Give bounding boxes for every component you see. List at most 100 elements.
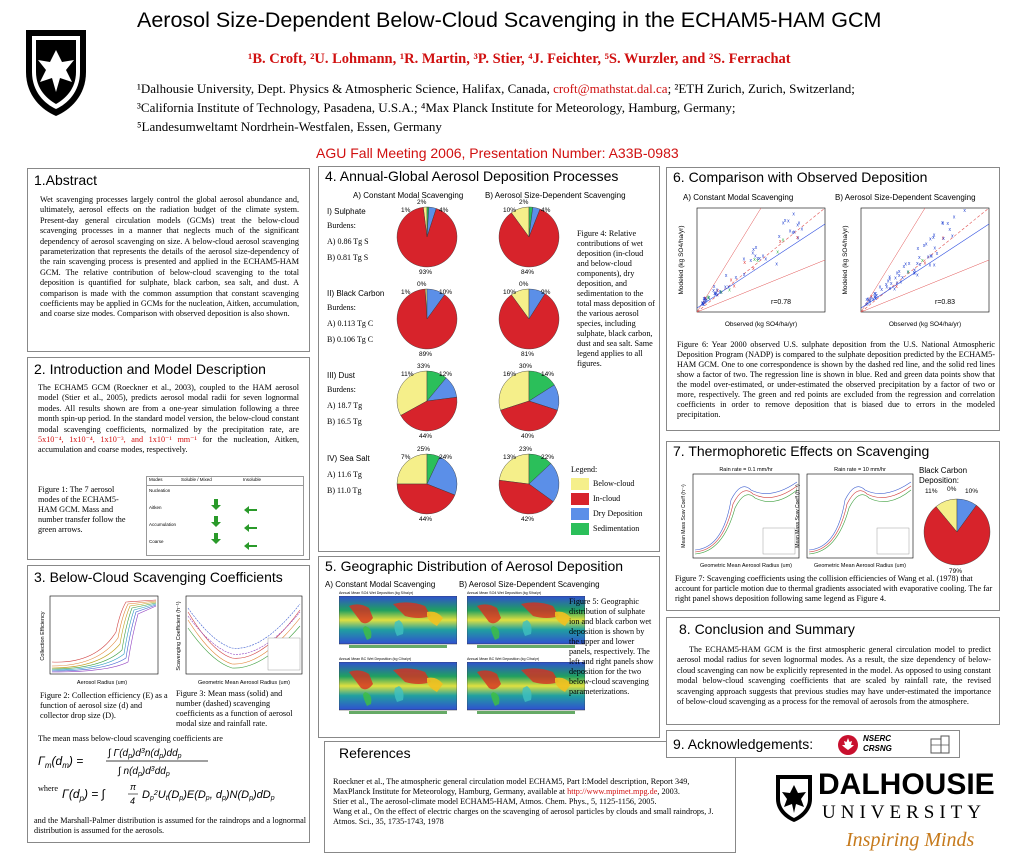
svg-text:x: x xyxy=(913,271,916,277)
svg-text:x: x xyxy=(778,234,781,240)
species-name: III) Dust xyxy=(327,371,356,380)
deposition-map: Annual Mean SO4 Wet Deposition (kg S/ha/… xyxy=(338,591,458,653)
svg-text:x: x xyxy=(898,269,901,275)
acknowledgements-panel: 9. Acknowledgements: NSERC CRSNG xyxy=(666,730,960,758)
annual-deposition-panel: 4. Annual-Global Aerosol Deposition Proc… xyxy=(318,166,660,552)
svg-text:x: x xyxy=(743,256,746,262)
conclusion-panel: 8. Conclusion and Summary The ECHAM5-HAM… xyxy=(666,617,1000,725)
comparison-panel: 6. Comparison with Observed Deposition A… xyxy=(666,167,1000,431)
svg-text:Dp2Ut(Dp)E(Dp, dp)N(Dp)dDp: Dp2Ut(Dp)E(Dp, dp)N(Dp)dDp xyxy=(142,789,275,802)
pie-label: 84% xyxy=(521,269,535,276)
pie-label: 16% xyxy=(503,371,517,378)
pie-slice xyxy=(396,288,458,350)
equation-intro: The mean mass below-cloud scavenging coe… xyxy=(38,734,223,743)
pie-label: 40% xyxy=(521,433,535,440)
thermo-xlabel: Geometric Mean Aerosol Radius (um) xyxy=(814,563,906,569)
svg-text:x: x xyxy=(720,290,723,296)
svg-text:π: π xyxy=(130,782,137,792)
legend-items: Below-cloud In-cloud Dry Deposition Sedimen… xyxy=(571,478,657,535)
pie-label: 4% xyxy=(439,207,449,214)
figure-5-caption: Figure 5: Geographic distribution of sul… xyxy=(569,597,655,697)
abstract-panel: 1.Abstract Wet scavenging processes larg… xyxy=(27,168,310,352)
pie-label: 33% xyxy=(417,363,431,370)
svg-text:Γ(dp) = ∫: Γ(dp) = ∫ xyxy=(62,787,106,803)
references-title: References xyxy=(339,745,411,761)
svg-text:x: x xyxy=(885,282,888,288)
svg-text:x: x xyxy=(752,247,755,253)
inspiring-minds-tagline: Inspiring Minds xyxy=(846,829,975,851)
bc-deposition-title: Black Carbon Deposition: xyxy=(919,466,968,485)
pie-label: 4% xyxy=(541,207,551,214)
svg-text:x: x xyxy=(713,291,716,297)
geo-col-a-label: A) Constant Modal Scavenging xyxy=(325,580,436,589)
svg-text:x: x xyxy=(715,290,718,296)
annual-col-b-label: B) Aerosol Size-Dependent Scavenging xyxy=(485,191,626,200)
author-list: ¹B. Croft, ²U. Lohmann, ¹R. Martin, ³P. … xyxy=(248,51,791,67)
geographic-panel: 5. Geographic Distribution of Aerosol De… xyxy=(318,556,660,738)
crsng-text: CRSNG xyxy=(863,744,892,753)
correlation-label: r=0.83 xyxy=(935,299,955,306)
pie-label: 93% xyxy=(419,269,433,276)
legend-label: Sedimentation xyxy=(593,524,640,533)
pie-label: 9% xyxy=(541,289,551,296)
pie-label: 1% xyxy=(401,289,411,296)
svg-text:x: x xyxy=(869,298,872,304)
intro-text: The ECHAM5 GCM (Roeckner et al., 2003), … xyxy=(28,377,309,456)
pie-slice xyxy=(528,463,560,502)
svg-text:x: x xyxy=(754,254,757,260)
annual-col-a-label: A) Constant Modal Scavenging xyxy=(353,191,464,200)
svg-text:x: x xyxy=(890,281,893,287)
burden-label: Burdens: xyxy=(327,221,356,230)
pie-label: 11% xyxy=(925,488,938,495)
pie-label: 0% xyxy=(947,486,957,493)
scatter-ylabel: Modeled (kg SO4/ha/yr) xyxy=(842,225,849,294)
geo-col-b-label: B) Aerosol Size-Dependent Scavenging xyxy=(459,580,600,589)
pie-label: 0% xyxy=(417,281,427,288)
legend-swatch xyxy=(571,523,589,535)
svg-text:x: x xyxy=(893,287,896,293)
svg-text:x: x xyxy=(796,235,799,241)
meeting-info: AGU Fall Meeting 2006, Presentation Numb… xyxy=(316,145,679,161)
pie-chart: 2% 93% 4% 1% xyxy=(387,197,467,277)
svg-text:x: x xyxy=(932,235,935,241)
pie-chart: 0% 89% 10% 1% xyxy=(387,279,467,359)
svg-text:x: x xyxy=(879,284,882,290)
reference-1-link[interactable]: http://www.mpimet.mpg.de xyxy=(567,787,658,796)
svg-text:x: x xyxy=(929,254,932,260)
svg-text:x: x xyxy=(752,251,755,257)
svg-text:x: x xyxy=(728,287,731,293)
svg-text:x: x xyxy=(942,221,945,227)
abstract-text: Wet scavenging processes largely control… xyxy=(40,195,299,319)
svg-text:Γm(dm) =: Γm(dm) = xyxy=(38,754,83,770)
thermophoretic-title: 7. Thermophoretic Effects on Scavenging xyxy=(673,443,930,459)
svg-text:x: x xyxy=(866,297,869,303)
email-link[interactable]: croft@mathstat.dal.ca xyxy=(553,81,668,96)
svg-text:x: x xyxy=(916,273,919,279)
pie-label: 11% xyxy=(401,371,414,378)
maple-leaf-icon xyxy=(837,734,859,756)
svg-text:x: x xyxy=(870,294,873,300)
pie-slice xyxy=(396,370,428,416)
reference-1: Roeckner et al., The atmospheric general… xyxy=(333,777,727,797)
intro-text-b: for the nucleation, Aitken, accumulation… xyxy=(38,435,299,455)
conclusion-text: The ECHAM5-HAM GCM is the first atmosphe… xyxy=(677,645,991,707)
burden-a: A) 0.113 Tg C xyxy=(327,319,374,328)
thermo-ylabel: Mean Mass Scav Coeff (h⁻¹) xyxy=(795,484,801,548)
svg-text:x: x xyxy=(707,294,710,300)
comparison-col-a-label: A) Constant Modal Scavenging xyxy=(683,193,794,202)
annual-deposition-title: 4. Annual-Global Aerosol Deposition Proc… xyxy=(325,168,619,184)
svg-text:x: x xyxy=(704,300,707,306)
figure-5-text: Geographic distribution of sulphate ion … xyxy=(569,597,654,696)
scavenging-panel: 3. Below-Cloud Scavenging Coefficients A… xyxy=(27,565,310,843)
intro-panel: 2. Introduction and Model Description Th… xyxy=(27,357,310,560)
pie-label: 22% xyxy=(541,454,555,461)
svg-text:x: x xyxy=(713,284,716,290)
svg-text:x: x xyxy=(904,261,907,267)
species-block: II) Black Carbon Burdens: A) 0.113 Tg C B) … xyxy=(327,289,391,351)
svg-text:x: x xyxy=(743,260,746,266)
pie-label: 89% xyxy=(419,351,433,358)
svg-text:x: x xyxy=(753,257,756,263)
reference-2: Stier et al., The aerosol-climate model … xyxy=(333,797,657,806)
svg-text:x: x xyxy=(913,268,916,274)
pie-chart: 33% 44% 12% 11% xyxy=(387,361,467,441)
